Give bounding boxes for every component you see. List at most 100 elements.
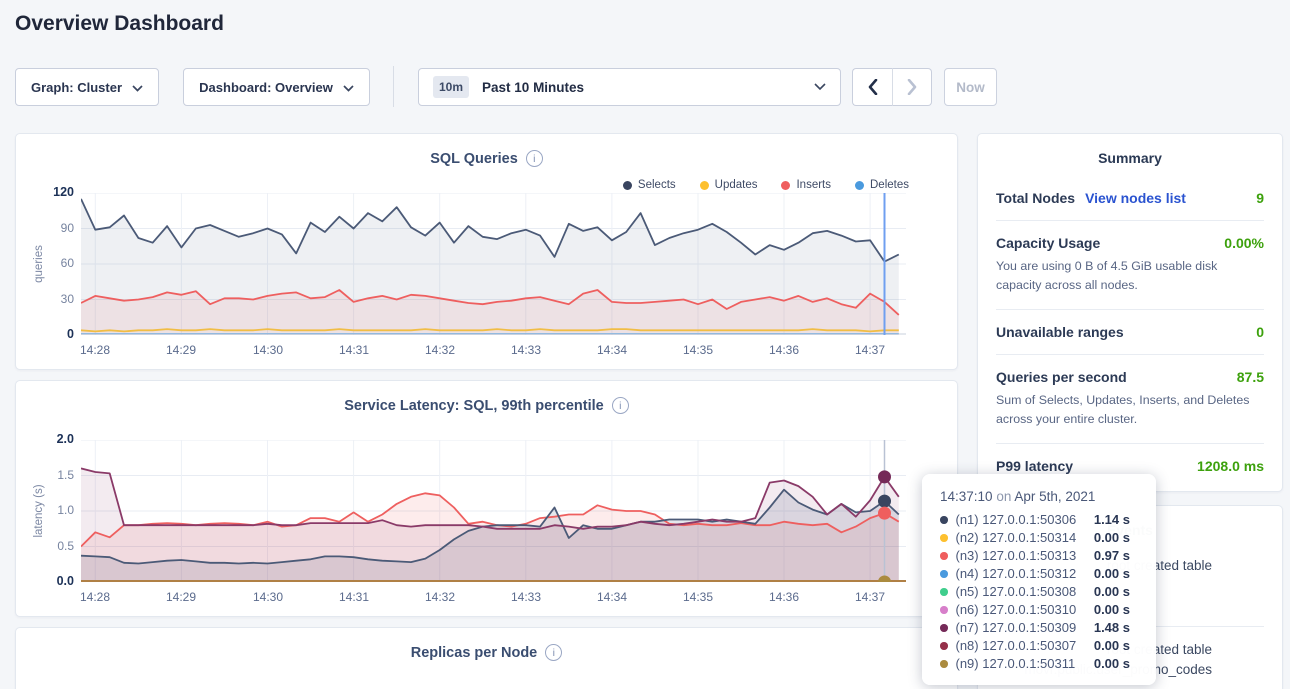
- total-nodes-label: Total Nodes: [996, 190, 1076, 206]
- tooltip-node-address: (n2) 127.0.0.1:50314: [955, 530, 1077, 545]
- legend-item-selects[interactable]: Selects: [622, 179, 676, 191]
- x-tick-label: 14:37: [854, 590, 886, 604]
- unavailable-ranges-label: Unavailable ranges: [996, 324, 1124, 340]
- tooltip-node-address: (n4) 127.0.0.1:50312: [955, 566, 1077, 581]
- tooltip-node-address: (n7) 127.0.0.1:50309: [955, 620, 1077, 635]
- y-tick-label: 120: [53, 185, 74, 199]
- tooltip-node-address: (n9) 127.0.0.1:50311: [955, 656, 1076, 671]
- y-tick-label: 60: [60, 256, 74, 270]
- chart-title: Service Latency: SQL, 99th percentile: [344, 397, 604, 414]
- summary-total-nodes-section: Total Nodes View nodes list 9: [996, 176, 1264, 221]
- queries-per-second-value: 87.5: [1236, 369, 1264, 385]
- x-tick-label: 14:33: [510, 343, 542, 357]
- unavailable-ranges-value: 0: [1256, 324, 1264, 340]
- legend-label: Inserts: [796, 179, 831, 191]
- x-tick-label: 14:32: [424, 590, 456, 604]
- x-tick-label: 14:37: [854, 343, 886, 357]
- tooltip-node-value: 1.48 s: [1093, 620, 1130, 635]
- y-tick-label: 30: [60, 292, 74, 306]
- toolbar-divider: [393, 66, 394, 107]
- chevron-right-icon: [907, 79, 917, 95]
- legend-item-updates[interactable]: Updates: [699, 179, 758, 191]
- queries-per-second-description: Sum of Selects, Updates, Inserts, and De…: [996, 393, 1250, 426]
- chart-title: SQL Queries: [430, 150, 518, 167]
- chart-legend: Selects Updates Inserts Deletes: [622, 179, 909, 191]
- series-dot-icon: [940, 552, 948, 560]
- tooltip-node-row: (n1) 127.0.0.1:50306 1.14 s: [940, 511, 1156, 529]
- legend-dot-icon: [781, 180, 791, 190]
- info-icon[interactable]: i: [611, 397, 629, 414]
- tooltip-node-address: (n6) 127.0.0.1:50310: [955, 602, 1077, 617]
- tooltip-node-address: (n5) 127.0.0.1:50308: [955, 584, 1077, 599]
- graph-dropdown[interactable]: Graph: Cluster: [15, 68, 159, 106]
- chevron-down-icon: [814, 78, 826, 96]
- tooltip-node-rows: (n1) 127.0.0.1:50306 1.14 s (n2) 127.0.0.1…: [940, 511, 1156, 673]
- legend-dot-icon: [855, 180, 864, 190]
- x-tick-label: 14:36: [768, 590, 800, 604]
- chevron-down-icon: [132, 80, 143, 95]
- view-nodes-list-link[interactable]: View nodes list: [1085, 190, 1186, 206]
- y-tick-label: 0.5: [57, 539, 74, 553]
- legend-item-deletes[interactable]: Deletes: [855, 179, 909, 191]
- dashboard-dropdown[interactable]: Dashboard: Overview: [183, 68, 370, 106]
- tooltip-node-address: (n3) 127.0.0.1:50313: [955, 548, 1077, 563]
- series-dot-icon: [940, 570, 948, 578]
- series-dot-icon: [940, 534, 948, 542]
- tooltip-node-row: (n5) 127.0.0.1:50308 0.00 s: [940, 583, 1156, 601]
- tooltip-node-value: 0.00 s: [1093, 602, 1130, 617]
- time-range-badge: 10m: [433, 76, 470, 98]
- chart-title: Replicas per Node: [410, 644, 538, 661]
- x-tick-label: 14:29: [165, 343, 197, 357]
- time-range-picker[interactable]: 10m Past 10 Minutes: [418, 68, 841, 106]
- tooltip-node-value: 0.00 s: [1093, 584, 1130, 599]
- x-tick-label: 14:35: [682, 590, 714, 604]
- summary-unavailable-ranges-section: Unavailable ranges 0: [996, 310, 1264, 355]
- x-tick-label: 14:30: [252, 343, 284, 357]
- info-icon[interactable]: i: [545, 644, 563, 661]
- page-title: Overview Dashboard: [15, 12, 224, 35]
- tooltip-node-row: (n3) 127.0.0.1:50313 0.97 s: [940, 547, 1156, 565]
- legend-dot-icon: [622, 180, 632, 190]
- legend-label: Updates: [714, 179, 758, 191]
- sql-queries-card: SQL Queries i Selects Updates Inserts Delet…: [15, 133, 958, 370]
- tooltip-node-row: (n8) 127.0.0.1:50307 0.00 s: [940, 637, 1156, 655]
- x-tick-label: 14:34: [596, 343, 628, 357]
- capacity-usage-label: Capacity Usage: [996, 235, 1101, 251]
- x-tick-label: 14:33: [510, 590, 542, 604]
- summary-qps-section: Queries per second 87.5 Sum of Selects, …: [996, 355, 1264, 444]
- series-dot-icon: [940, 606, 948, 614]
- time-range-label: Past 10 Minutes: [482, 79, 585, 95]
- y-tick-label: 2.0: [56, 432, 74, 446]
- tooltip-node-value: 0.97 s: [1093, 548, 1130, 563]
- summary-p99-section: P99 latency 1208.0 ms: [996, 444, 1264, 488]
- tooltip-node-value: 0.00 s: [1093, 638, 1130, 653]
- now-button[interactable]: Now: [944, 68, 997, 106]
- time-nav-arrows: [852, 68, 932, 106]
- tooltip-node-value: 1.14 s: [1093, 512, 1130, 527]
- y-tick-label: 1.0: [57, 503, 74, 517]
- time-forward-button[interactable]: [892, 68, 932, 106]
- x-tick-label: 14:28: [79, 343, 111, 357]
- legend-label: Selects: [637, 179, 676, 191]
- x-tick-label: 14:29: [165, 590, 197, 604]
- legend-item-inserts[interactable]: Inserts: [781, 179, 831, 191]
- summary-title: Summary: [1098, 150, 1162, 166]
- info-icon[interactable]: i: [525, 150, 543, 167]
- p99-latency-value: 1208.0 ms: [1197, 458, 1264, 474]
- time-back-button[interactable]: [852, 68, 892, 106]
- tooltip-node-row: (n9) 127.0.0.1:50311 0.00 s: [940, 655, 1156, 673]
- x-tick-label: 14:34: [596, 590, 628, 604]
- series-dot-icon: [940, 516, 948, 524]
- capacity-usage-value: 0.00%: [1224, 235, 1264, 251]
- series-dot-icon: [940, 588, 948, 596]
- service-latency-card: Service Latency: SQL, 99th percentile i …: [15, 380, 958, 617]
- service-latency-plot[interactable]: [81, 440, 906, 582]
- x-tick-label: 14:36: [768, 343, 800, 357]
- dashboard-dropdown-label: Dashboard: Overview: [199, 79, 333, 95]
- tooltip-node-address: (n1) 127.0.0.1:50306: [955, 512, 1077, 527]
- sql-queries-plot[interactable]: [81, 193, 906, 335]
- y-tick-label: 0: [67, 327, 74, 341]
- y-tick-label: 90: [60, 221, 74, 235]
- x-tick-label: 14:30: [252, 590, 284, 604]
